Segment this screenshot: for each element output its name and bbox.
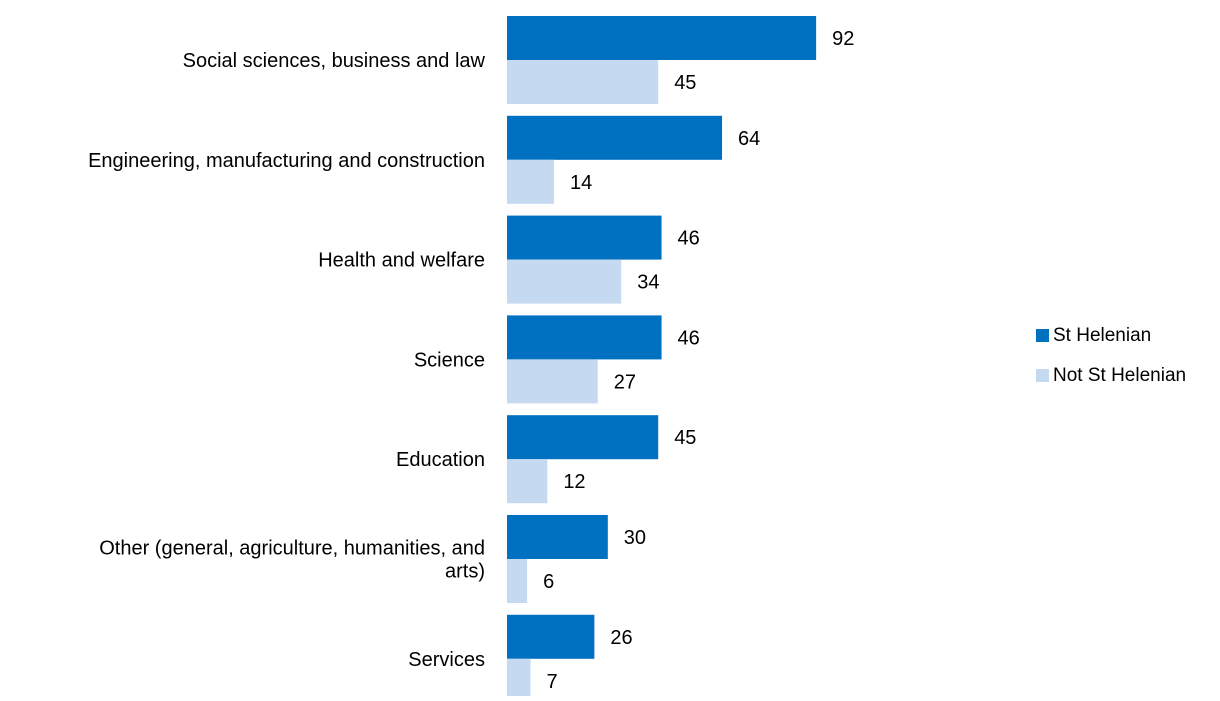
category-label-line: Services xyxy=(408,649,485,671)
legend-swatch xyxy=(1036,329,1049,342)
bar-st-helenian xyxy=(507,16,817,60)
category-label: Engineering, manufacturing and construct… xyxy=(88,150,485,172)
legend-swatch xyxy=(1036,369,1049,382)
category-label-line: Other (general, agriculture, humanities,… xyxy=(99,538,485,560)
bars-layer xyxy=(507,16,817,701)
bar-st-helenian xyxy=(507,115,723,160)
category-label: Health and welfare xyxy=(318,250,485,272)
category-label: Science xyxy=(414,349,485,371)
data-label: 45 xyxy=(674,427,696,449)
data-label: 14 xyxy=(570,172,592,194)
legend-entry: Not St Helenian xyxy=(1053,365,1186,386)
data-label: 45 xyxy=(674,72,696,94)
data-label: 27 xyxy=(614,371,636,393)
bar-st-helenian xyxy=(507,315,662,360)
bar-not-st-helenian xyxy=(507,559,528,603)
category-label: Services xyxy=(408,649,485,671)
bar-not-st-helenian xyxy=(507,459,548,504)
category-label-line: Engineering, manufacturing and construct… xyxy=(88,150,485,172)
category-label: Social sciences, business and law xyxy=(183,50,486,72)
category-label-line: Science xyxy=(414,349,485,371)
category-label-line: arts) xyxy=(445,561,485,583)
legend: St Helenian Not St Helenian xyxy=(1036,325,1186,386)
data-label: 7 xyxy=(547,671,558,693)
labels-layer: 92 45 Social sciences, business and law 64 1… xyxy=(88,28,854,693)
data-label: 46 xyxy=(678,327,700,349)
bar-st-helenian xyxy=(507,614,595,659)
legend-entry: St Helenian xyxy=(1053,325,1151,346)
bar-not-st-helenian xyxy=(507,259,622,304)
data-label: 92 xyxy=(832,28,854,50)
category-label: Other (general, agriculture, humanities,… xyxy=(99,538,485,583)
category-label-line: Education xyxy=(396,449,485,471)
category-label-line: Social sciences, business and law xyxy=(183,50,486,72)
data-label: 64 xyxy=(738,128,760,150)
data-label: 12 xyxy=(563,471,585,493)
bar-st-helenian xyxy=(507,515,608,559)
category-label-line: Health and welfare xyxy=(318,250,485,272)
bar-st-helenian xyxy=(507,215,662,260)
bar-st-helenian xyxy=(507,415,659,460)
bar-not-st-helenian xyxy=(507,359,598,404)
data-label: 34 xyxy=(637,272,659,294)
bar-not-st-helenian xyxy=(507,159,555,204)
data-label: 30 xyxy=(624,527,646,549)
bar-not-st-helenian xyxy=(507,658,531,701)
data-label: 46 xyxy=(678,228,700,250)
category-label: Education xyxy=(396,449,485,471)
bar-not-st-helenian xyxy=(507,60,659,104)
data-label: 6 xyxy=(543,571,554,593)
data-label: 26 xyxy=(610,627,632,649)
